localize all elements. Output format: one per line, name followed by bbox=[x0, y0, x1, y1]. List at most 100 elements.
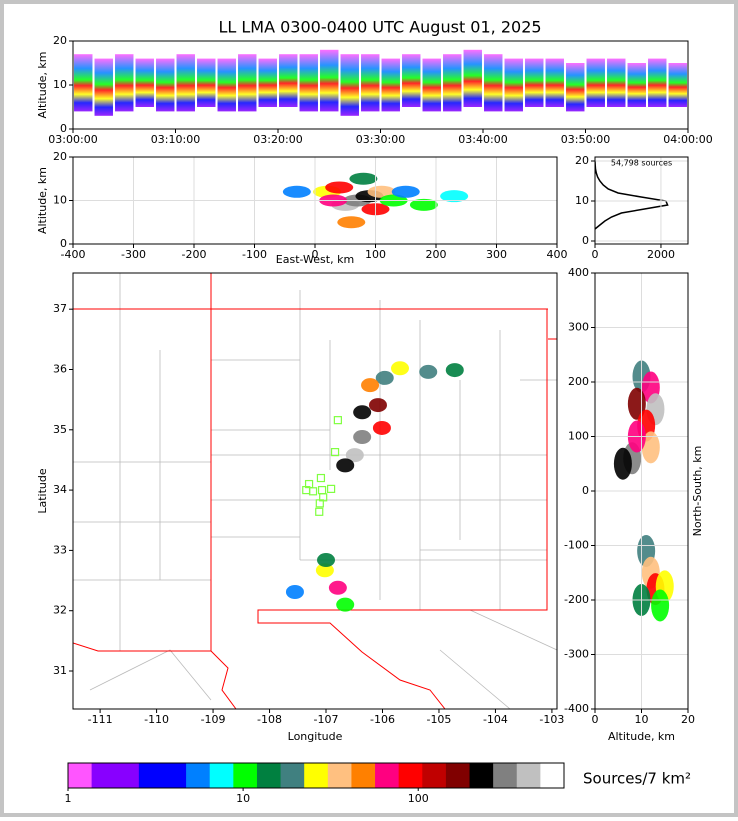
source-cluster bbox=[372, 420, 391, 435]
y-tick-label: 10 bbox=[53, 194, 67, 207]
x-tick-label: 200 bbox=[426, 248, 447, 261]
source-column bbox=[258, 58, 277, 107]
colorbar-label: Sources/7 km² bbox=[583, 770, 691, 788]
source-column bbox=[627, 63, 646, 107]
x-tick-label: 2000 bbox=[647, 248, 675, 261]
x-axis-label: East-West, km bbox=[276, 253, 354, 266]
y-axis-label: Altitude, km bbox=[36, 51, 49, 118]
source-column bbox=[607, 58, 626, 107]
station bbox=[308, 487, 318, 496]
y-tick-label: 400 bbox=[568, 266, 589, 279]
source-column bbox=[238, 54, 257, 112]
y-tick-label: 34 bbox=[53, 483, 67, 496]
plot-frame bbox=[72, 156, 558, 245]
plot-frame bbox=[72, 40, 689, 130]
x-tick-label: 300 bbox=[486, 248, 507, 261]
source-column bbox=[94, 58, 113, 116]
source-column bbox=[135, 58, 154, 107]
colorbar-swatch bbox=[256, 763, 282, 788]
x-tick-label: 04:00:00 bbox=[663, 133, 712, 146]
data-layer bbox=[595, 160, 669, 230]
y-axis-label: Altitude, km bbox=[36, 167, 49, 234]
x-tick-label: 10 bbox=[635, 713, 649, 726]
colorbar-swatch bbox=[398, 763, 423, 788]
colorbar-swatch bbox=[469, 763, 494, 788]
y-tick-label: -200 bbox=[564, 593, 589, 606]
source-cluster bbox=[367, 185, 396, 198]
source-cluster bbox=[336, 597, 355, 612]
y-tick-label: 20 bbox=[53, 150, 67, 163]
x-tick-label: -111 bbox=[88, 713, 113, 726]
y-tick-label: -100 bbox=[564, 539, 589, 552]
source-column bbox=[115, 54, 134, 112]
y-tick-label: 37 bbox=[53, 302, 67, 315]
source-cluster bbox=[361, 378, 380, 393]
y-axis-label: Latitude bbox=[36, 468, 49, 514]
x-tick-label: -104 bbox=[483, 713, 508, 726]
source-column bbox=[217, 58, 236, 112]
source-cluster bbox=[282, 185, 311, 198]
x-tick-label: -300 bbox=[121, 248, 146, 261]
source-cluster bbox=[641, 431, 660, 464]
source-column bbox=[566, 63, 585, 112]
colorbar-tick-label: 1 bbox=[65, 792, 72, 805]
source-cluster bbox=[353, 430, 372, 445]
colorbar-tick-label: 10 bbox=[236, 792, 250, 805]
colorbar-swatch bbox=[375, 763, 400, 788]
x-tick-label: -105 bbox=[426, 713, 451, 726]
x-tick-label: -100 bbox=[242, 248, 267, 261]
y-tick-label: 0 bbox=[582, 234, 589, 247]
station bbox=[326, 484, 336, 493]
source-column bbox=[463, 49, 482, 107]
source-cluster bbox=[345, 448, 364, 463]
panel: -111 -110 -109 -108 -107 -106 -105 -104 -103 31 32… bbox=[36, 272, 564, 743]
x-tick-label: 03:20:00 bbox=[253, 133, 302, 146]
source-cluster bbox=[419, 364, 438, 379]
y-tick-label: -400 bbox=[564, 702, 589, 715]
source-column bbox=[381, 58, 400, 112]
source-cluster bbox=[337, 216, 366, 229]
x-axis-label: Longitude bbox=[288, 730, 343, 743]
source-cluster bbox=[353, 405, 372, 420]
colorbar-swatch bbox=[422, 763, 447, 788]
source-column bbox=[443, 54, 462, 112]
data-layer bbox=[285, 361, 464, 612]
x-tick-label: 03:50:00 bbox=[561, 133, 610, 146]
colorbar-swatch bbox=[493, 763, 518, 788]
y-tick-label: 35 bbox=[53, 423, 67, 436]
y-tick-label: 300 bbox=[568, 321, 589, 334]
y-tick-label: 100 bbox=[568, 430, 589, 443]
source-cluster bbox=[390, 361, 409, 376]
colorbar-swatch bbox=[445, 763, 471, 788]
source-column bbox=[361, 54, 380, 112]
plot-frame bbox=[594, 272, 689, 710]
y-tick-label: 33 bbox=[53, 543, 67, 556]
y-tick-label: 0 bbox=[60, 237, 67, 250]
station bbox=[330, 448, 340, 457]
chart-title: LL LMA 0300-0400 UTC August 01, 2025 bbox=[218, 18, 541, 37]
source-column bbox=[156, 58, 175, 112]
x-tick-label: -400 bbox=[61, 248, 86, 261]
source-cluster bbox=[328, 580, 347, 595]
source-column bbox=[197, 58, 216, 107]
x-tick-label: -107 bbox=[314, 713, 339, 726]
colorbar-swatch bbox=[115, 763, 140, 788]
panel: 0 2000 0 10 20 54,798 sources bbox=[575, 154, 689, 261]
colorbar-swatch bbox=[138, 763, 163, 788]
source-cluster bbox=[375, 370, 394, 385]
source-cluster bbox=[349, 172, 378, 185]
source-cluster bbox=[317, 553, 336, 568]
y-tick-label: 20 bbox=[575, 154, 589, 167]
altitude-profile bbox=[595, 160, 669, 230]
y-tick-label: 0 bbox=[60, 122, 67, 135]
source-column bbox=[74, 54, 93, 112]
source-column bbox=[525, 58, 544, 107]
map-background bbox=[73, 273, 557, 709]
x-tick-label: -200 bbox=[182, 248, 207, 261]
source-column bbox=[279, 54, 298, 107]
source-column bbox=[299, 54, 318, 112]
source-column bbox=[545, 58, 564, 107]
y-tick-label: 10 bbox=[575, 194, 589, 207]
panel: -400 -300 -200 -100 0 100 200 300 400 0 10 20 East-W… bbox=[36, 150, 568, 266]
